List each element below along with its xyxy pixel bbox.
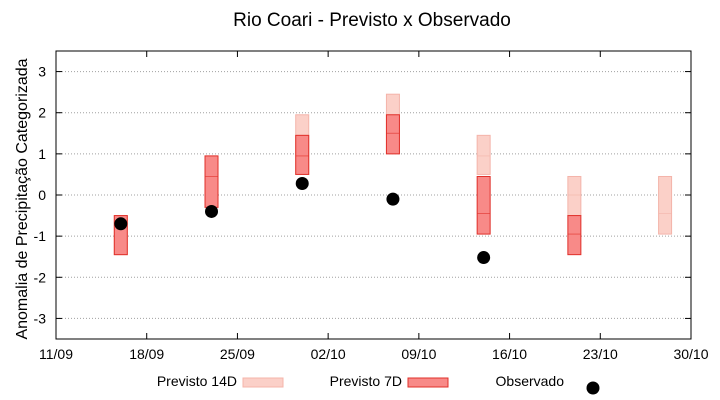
forecast-7d-bar (204, 155, 219, 208)
x-tick-label: 23/10 (583, 346, 618, 362)
x-tick-label: 25/09 (220, 346, 255, 362)
y-axis-label: Anomalia de Precipitação Categorizada (14, 58, 31, 339)
x-tick-label: 02/10 (311, 346, 346, 362)
x-tick-label: 30/10 (673, 346, 708, 362)
observed-point (386, 192, 400, 206)
forecast-7d-bar (567, 215, 582, 256)
legend-marker (586, 381, 600, 395)
y-tick-label: 2 (38, 105, 46, 121)
forecast-14d-bar (567, 175, 582, 217)
chart-title: Rio Coari - Previsto x Observado (233, 10, 511, 31)
forecast-7d-bar (476, 175, 491, 235)
y-tick-label: -3 (34, 310, 47, 326)
x-tick-label: 16/10 (492, 346, 527, 362)
forecast-14d-bar (658, 175, 673, 235)
axes: 3 2 1 0 -1 -2 -3 11/09 18/09 25/09 02/10 09/10 16/10… (34, 50, 709, 362)
y-tick-label: 0 (38, 187, 46, 203)
observed-point (205, 204, 219, 218)
legend-swatch (242, 377, 284, 388)
x-tick-label: 18/09 (129, 346, 164, 362)
observed-point (295, 176, 309, 190)
observed-point (477, 251, 491, 265)
y-tick-label: 3 (38, 64, 46, 80)
legend-label: Observado (496, 373, 565, 389)
forecast-14d-bar (476, 134, 491, 175)
observed-point (114, 217, 128, 231)
x-tick-label: 11/09 (39, 346, 73, 362)
y-tick-label: 1 (38, 146, 46, 162)
plot-border (55, 50, 692, 340)
y-tick-label: -1 (34, 228, 47, 244)
legend-swatch (407, 377, 449, 388)
grid (56, 71, 691, 319)
forecast-7d-bar (385, 114, 400, 155)
forecast-7d-bar (295, 134, 310, 175)
y-tick-label: -2 (34, 269, 47, 285)
legend-label: Previsto 14D (157, 373, 237, 389)
legend: Previsto 14D Previsto 7D Observado (157, 373, 600, 395)
plot-area (113, 93, 673, 265)
x-tick-label: 09/10 (401, 346, 436, 362)
legend-label: Previsto 7D (330, 373, 402, 389)
